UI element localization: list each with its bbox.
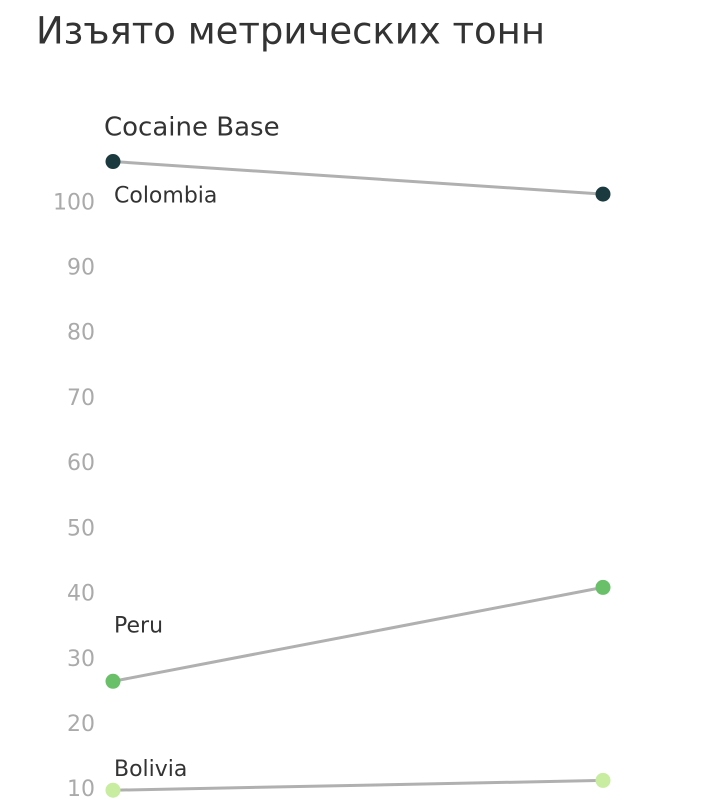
point <box>595 579 611 595</box>
y-tick-label: 40 <box>67 582 95 607</box>
point <box>595 186 611 202</box>
chart-title: Изъято метрических тонн <box>36 10 545 53</box>
point <box>105 673 121 689</box>
y-tick-label: 80 <box>67 321 95 346</box>
slope-line <box>112 160 604 196</box>
y-tick-label: 30 <box>67 647 95 672</box>
point <box>105 154 121 170</box>
series-label: Colombia <box>114 184 217 209</box>
y-tick-label: 50 <box>67 516 95 541</box>
y-tick-label: 90 <box>67 255 95 280</box>
series-label: Peru <box>114 613 163 638</box>
y-tick-label: 10 <box>67 777 95 800</box>
slope-line <box>112 778 604 792</box>
chart-subtitle: Cocaine Base <box>104 113 280 143</box>
y-tick-label: 70 <box>67 386 95 411</box>
y-tick-label: 60 <box>67 451 95 476</box>
slope-line <box>112 585 604 683</box>
series-label: Bolivia <box>114 757 187 782</box>
point <box>105 782 121 798</box>
point <box>595 772 611 788</box>
y-tick-label: 100 <box>53 190 95 215</box>
y-tick-label: 20 <box>67 712 95 737</box>
